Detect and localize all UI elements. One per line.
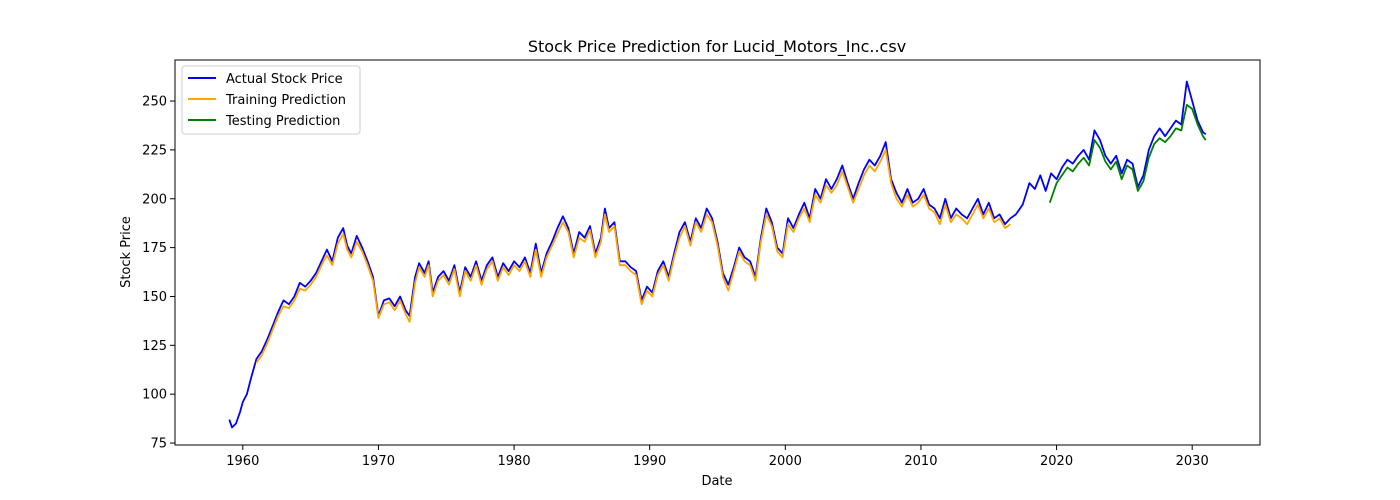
y-tick-label: 250 [142, 95, 167, 110]
y-tick-label: 175 [142, 241, 167, 256]
legend-label-1: Training Prediction [225, 93, 346, 108]
legend-label-0: Actual Stock Price [226, 72, 343, 87]
x-tick-label: 1960 [226, 454, 259, 469]
y-tick-label: 100 [142, 388, 167, 403]
series-line-2 [1048, 104, 1207, 203]
x-tick-label: 2030 [1176, 454, 1209, 469]
x-tick-label: 1970 [362, 454, 395, 469]
y-tick-label: 225 [142, 143, 167, 158]
y-tick-label: 200 [142, 192, 167, 207]
legend-label-2: Testing Prediction [225, 114, 340, 129]
y-tick-label: 150 [142, 290, 167, 305]
x-axis: 1960 1970 1980 1990 2000 2010 2020 2030 [226, 445, 1209, 469]
y-axis-title: Stock Price [119, 216, 134, 288]
series-line-0 [228, 80, 1207, 429]
x-tick-label: 1990 [633, 454, 666, 469]
y-axis: 75 100 125 150 175 200 225 250 [142, 95, 175, 452]
x-tick-label: 1980 [498, 454, 531, 469]
series-layer [228, 80, 1207, 429]
x-axis-title: Date [701, 474, 732, 489]
x-tick-label: 2000 [769, 454, 802, 469]
legend-box [181, 65, 361, 135]
legend: Actual Stock Price Training Prediction Tes… [181, 65, 361, 135]
x-tick-label: 2010 [904, 454, 937, 469]
series-line-1 [255, 149, 1011, 364]
y-tick-label: 75 [150, 437, 167, 452]
plot-frame [174, 59, 1261, 446]
x-tick-label: 2020 [1040, 454, 1073, 469]
y-tick-label: 125 [142, 339, 167, 354]
chart-title: Stock Price Prediction for Lucid_Motors_… [528, 37, 906, 57]
